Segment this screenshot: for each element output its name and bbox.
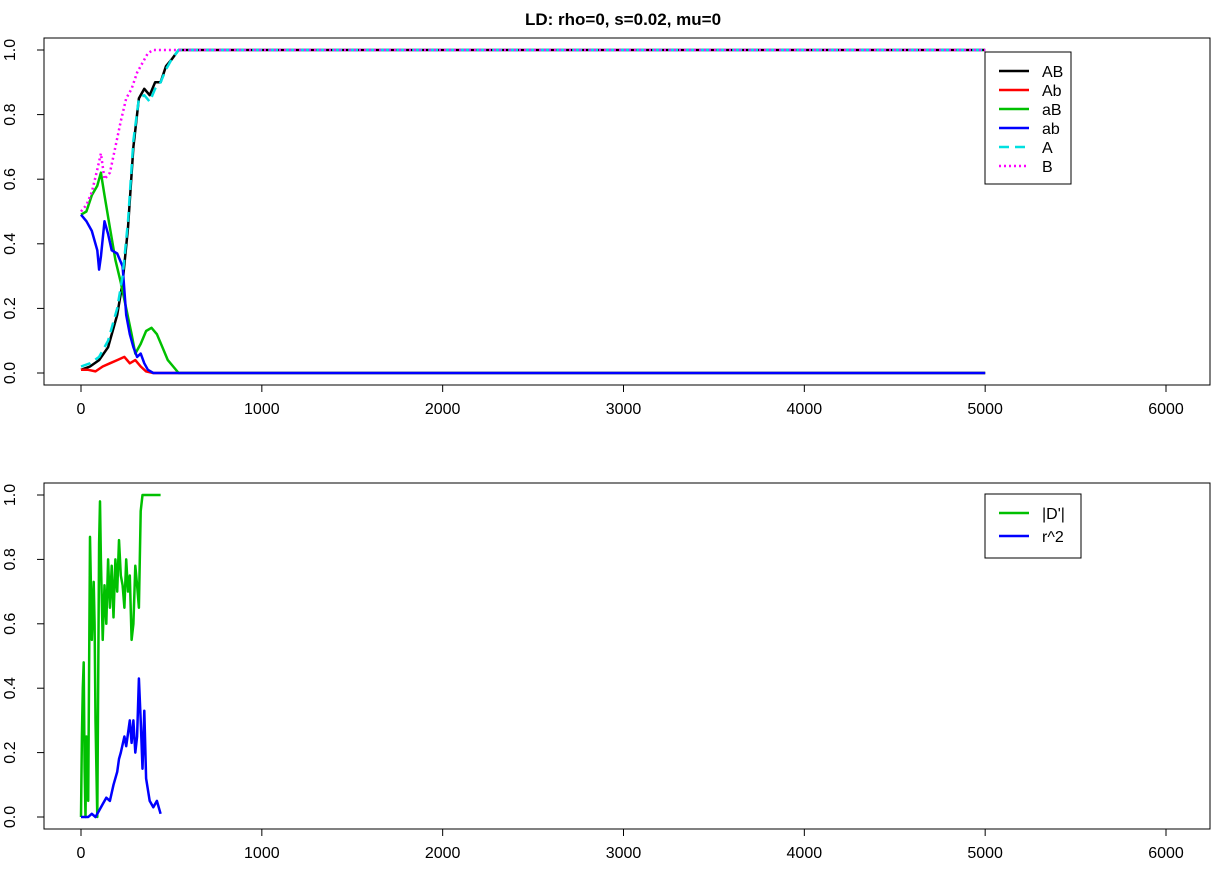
series-line-D	[79, 493, 161, 819]
x-tick-label: 3000	[606, 845, 642, 862]
bottom-panel: 0 1000 2000 3000 4000 5000 6000 0.0 0.2 0.4 0.6 0.8…	[2, 482, 1211, 862]
legend-box	[984, 51, 1072, 185]
x-tick-label: 5000	[967, 401, 1003, 418]
y-tick-label: 0.8	[2, 548, 19, 570]
y-tick-label: 0.2	[2, 297, 19, 319]
x-tick-label: 6000	[1148, 845, 1184, 862]
x-tick-label: 0	[77, 401, 86, 418]
x-tick-label: 2000	[425, 845, 461, 862]
x-tick-label: 0	[77, 845, 86, 862]
x-tick-label: 2000	[425, 401, 461, 418]
y-tick-label: 0.4	[2, 677, 19, 699]
legend-label: r^2	[1042, 529, 1064, 546]
y-tick-label: 0.2	[2, 741, 19, 763]
legend-label: aB	[1042, 102, 1062, 119]
series-line-B	[80, 48, 986, 213]
legend-label: A	[1042, 140, 1053, 157]
series-line-r2	[81, 677, 162, 819]
plot-frame	[43, 37, 1211, 386]
y-tick-label: 1.0	[2, 484, 19, 506]
y-tick-label: 0.0	[2, 806, 19, 828]
series-line-A	[80, 48, 986, 368]
series-line-aB	[80, 171, 986, 375]
legend-label: Ab	[1042, 83, 1062, 100]
chart-title: LD: rho=0, s=0.02, mu=0	[525, 10, 721, 29]
x-tick-label: 5000	[967, 845, 1003, 862]
y-tick-label: 1.0	[2, 39, 19, 61]
legend-label: B	[1042, 159, 1053, 176]
series-line-AB	[80, 48, 986, 371]
series-line-Ab	[81, 355, 986, 375]
legend-box	[984, 493, 1082, 559]
y-tick-label: 0.8	[2, 103, 19, 125]
y-tick-label: 0.4	[2, 233, 19, 255]
plot-frame	[43, 482, 1211, 830]
x-tick-label: 6000	[1148, 401, 1184, 418]
x-tick-label: 1000	[244, 845, 280, 862]
x-tick-label: 1000	[244, 401, 280, 418]
legend-label: ab	[1042, 121, 1060, 138]
top-panel: 0 1000 2000 3000 4000 5000 6000 0.0 0.2 0.4 0.6 0.8…	[2, 37, 1211, 418]
y-tick-label: 0.6	[2, 168, 19, 190]
legend-label: AB	[1042, 64, 1063, 81]
y-tick-label: 0.0	[2, 362, 19, 384]
legend-label: |D'|	[1042, 506, 1065, 523]
x-tick-label: 4000	[787, 845, 823, 862]
x-tick-label: 4000	[787, 401, 823, 418]
series-line-ab	[80, 213, 986, 375]
x-tick-label: 3000	[606, 401, 642, 418]
y-tick-label: 0.6	[2, 613, 19, 635]
